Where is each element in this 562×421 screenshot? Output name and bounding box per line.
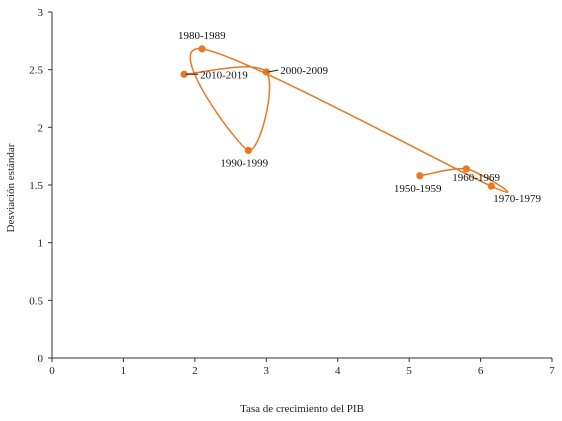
- point-label: 1990-1999: [220, 157, 268, 169]
- y-tick-label: 3: [38, 7, 44, 19]
- point-label: 1950-1959: [394, 183, 442, 195]
- x-tick-label: 4: [335, 365, 341, 377]
- y-tick-label: 1: [38, 238, 44, 250]
- y-tick-label: 0: [38, 353, 44, 365]
- y-tick-label: 0.5: [29, 295, 43, 307]
- point-label: 1980-1989: [178, 30, 226, 42]
- data-point: [180, 70, 188, 78]
- x-tick-label: 5: [406, 365, 412, 377]
- data-point: [416, 172, 424, 180]
- x-tick-label: 0: [49, 365, 55, 377]
- data-point: [262, 68, 270, 76]
- point-label: 2000-2009: [280, 65, 328, 77]
- label-leader-line: [268, 69, 279, 73]
- x-tick-label: 1: [121, 365, 127, 377]
- data-point: [487, 182, 495, 190]
- data-point: [198, 45, 206, 53]
- data-points: [180, 45, 495, 190]
- y-tick-label: 2: [38, 122, 44, 134]
- x-tick-label: 3: [264, 365, 270, 377]
- y-ticks: 0 0.5 1 1.5 2 2.5 3: [29, 7, 52, 365]
- data-point: [462, 165, 470, 173]
- point-label: 2010-2019: [200, 69, 248, 81]
- x-tick-label: 6: [478, 365, 484, 377]
- x-ticks: 0 1 2 3 4 5 6 7: [49, 358, 555, 377]
- axes: [51, 12, 552, 359]
- y-tick-label: 1.5: [29, 180, 43, 192]
- point-label: 1970-1979: [493, 193, 541, 205]
- y-tick-label: 2.5: [29, 65, 43, 77]
- y-axis-title: Desviación estándar: [5, 143, 17, 232]
- series-line: [184, 48, 509, 193]
- x-tick-label: 2: [192, 365, 198, 377]
- point-labels: 1950-1959 1960-1969 1970-1979 1980-1989 1990…: [178, 30, 541, 205]
- x-tick-label: 7: [549, 365, 555, 377]
- point-label: 1960-1969: [452, 172, 500, 184]
- data-point: [244, 146, 253, 154]
- x-axis-title: Tasa de crecimiento del PIB: [240, 403, 364, 415]
